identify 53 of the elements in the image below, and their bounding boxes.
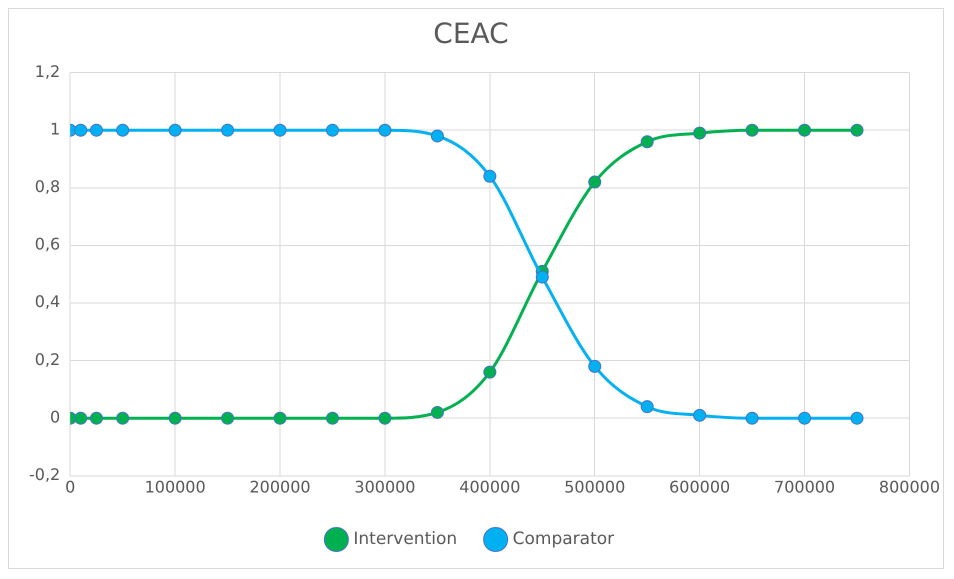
x-tick-label: 600000 <box>669 478 730 497</box>
point <box>850 412 864 425</box>
point <box>90 124 103 137</box>
point <box>483 170 496 183</box>
y-tick-label: 0,6 <box>34 234 60 254</box>
point <box>326 124 339 137</box>
x-tick-label: 0 <box>65 478 76 497</box>
x-tick-label: 300000 <box>354 478 416 497</box>
point <box>430 406 444 419</box>
point <box>116 412 130 425</box>
point <box>274 412 287 425</box>
point <box>693 126 706 140</box>
legend-label: Intervention <box>353 528 458 549</box>
point <box>536 270 549 284</box>
x-tick-label: 400000 <box>459 478 520 497</box>
point <box>74 124 88 137</box>
y-tick-label: 1 <box>50 119 60 138</box>
chart-title: CEAC <box>433 17 509 50</box>
point <box>640 400 654 414</box>
point <box>746 412 759 425</box>
point <box>274 124 287 137</box>
point <box>588 176 602 189</box>
point <box>378 124 392 137</box>
y-tick-label: 0,4 <box>34 292 60 312</box>
y-tick-label: 1,2 <box>34 62 60 81</box>
point <box>588 360 602 373</box>
point <box>693 408 706 422</box>
point <box>221 412 234 425</box>
point <box>116 124 130 137</box>
point <box>483 366 496 379</box>
x-tick-label: 800000 <box>878 478 940 497</box>
point <box>798 412 812 425</box>
point <box>640 135 654 148</box>
y-tick-label: 0,8 <box>34 176 60 196</box>
point <box>221 124 234 137</box>
x-tick-label: 100000 <box>144 478 206 497</box>
y-tick-label: 0 <box>50 407 60 426</box>
point <box>798 124 812 137</box>
point <box>746 124 759 137</box>
point <box>850 124 864 137</box>
y-tick-label: 0,2 <box>34 350 60 369</box>
x-tick-label: 500000 <box>564 478 626 497</box>
point <box>378 412 392 425</box>
point <box>168 124 182 137</box>
legend-label: Comparator <box>512 528 614 549</box>
y-tick-label: -0,2 <box>29 464 60 484</box>
point <box>74 412 88 425</box>
x-tick-label: 700000 <box>774 478 836 497</box>
point <box>168 412 182 425</box>
point <box>326 412 339 425</box>
point <box>90 412 103 425</box>
x-tick-label: 200000 <box>249 478 311 497</box>
point <box>430 129 444 142</box>
